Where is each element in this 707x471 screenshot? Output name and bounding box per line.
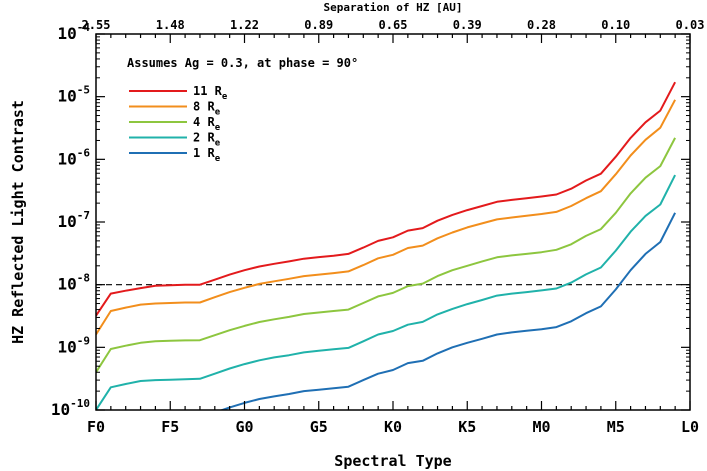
top-tick-label: 0.28 <box>527 18 556 32</box>
series-line-2re <box>96 174 676 410</box>
legend-label-8: 8 Re <box>193 100 221 118</box>
legend-label-4: 4 Re <box>193 115 221 133</box>
legend-label-2: 2 Re <box>193 131 221 149</box>
x-tick-label: G5 <box>310 418 328 436</box>
top-tick-label: 0.65 <box>379 18 408 32</box>
top-tick-label: 0.10 <box>601 18 630 32</box>
series-line-1re <box>219 212 676 410</box>
top-tick-label: 0.89 <box>304 18 333 32</box>
top-tick-label: 1.22 <box>230 18 259 32</box>
y-tick-label: 10-5 <box>57 84 90 106</box>
series-line-4re <box>96 137 676 373</box>
legend-label-11: 11 Re <box>193 84 228 102</box>
y-tick-label: 10-6 <box>57 146 90 168</box>
x-tick-label: K5 <box>458 418 476 436</box>
x-axis-label: Spectral Type <box>334 452 451 470</box>
y-tick-label: 10-7 <box>57 209 90 231</box>
x-tick-label: F5 <box>161 418 179 436</box>
x-tick-label: L0 <box>681 418 699 436</box>
x-tick-label: M5 <box>607 418 625 436</box>
y-axis-label: HZ Reflected Light Contrast <box>9 100 27 344</box>
legend: 11 Re8 Re4 Re2 Re1 Re <box>129 84 228 164</box>
legend-label-1: 1 Re <box>193 146 221 164</box>
x-tick-label: M0 <box>532 418 550 436</box>
x-tick-label: G0 <box>235 418 253 436</box>
assumption-annotation: Assumes Ag = 0.3, at phase = 90° <box>127 56 358 70</box>
y-tick-label: 10-4 <box>57 21 90 43</box>
series-line-11re <box>96 81 676 317</box>
top-axis-label: Separation of HZ [AU] <box>323 1 462 14</box>
x-tick-label: F0 <box>87 418 105 436</box>
y-tick-label: 10-10 <box>51 397 90 419</box>
x-tick-label: K0 <box>384 418 402 436</box>
top-tick-label: 1.48 <box>156 18 185 32</box>
top-tick-label: 2.55 <box>82 18 111 32</box>
series-line-8re <box>96 99 676 336</box>
y-tick-label: 10-8 <box>57 272 90 294</box>
top-tick-label: 0.39 <box>453 18 482 32</box>
axes: F0 F5 G0 G5 K0 K5 M0 M5 L0 2.55 1.48 1.22 0.89 0.65 0.… <box>51 18 705 436</box>
top-tick-label: 0.03 <box>676 18 705 32</box>
series-lines <box>96 81 676 410</box>
y-tick-label: 10-9 <box>57 334 90 356</box>
